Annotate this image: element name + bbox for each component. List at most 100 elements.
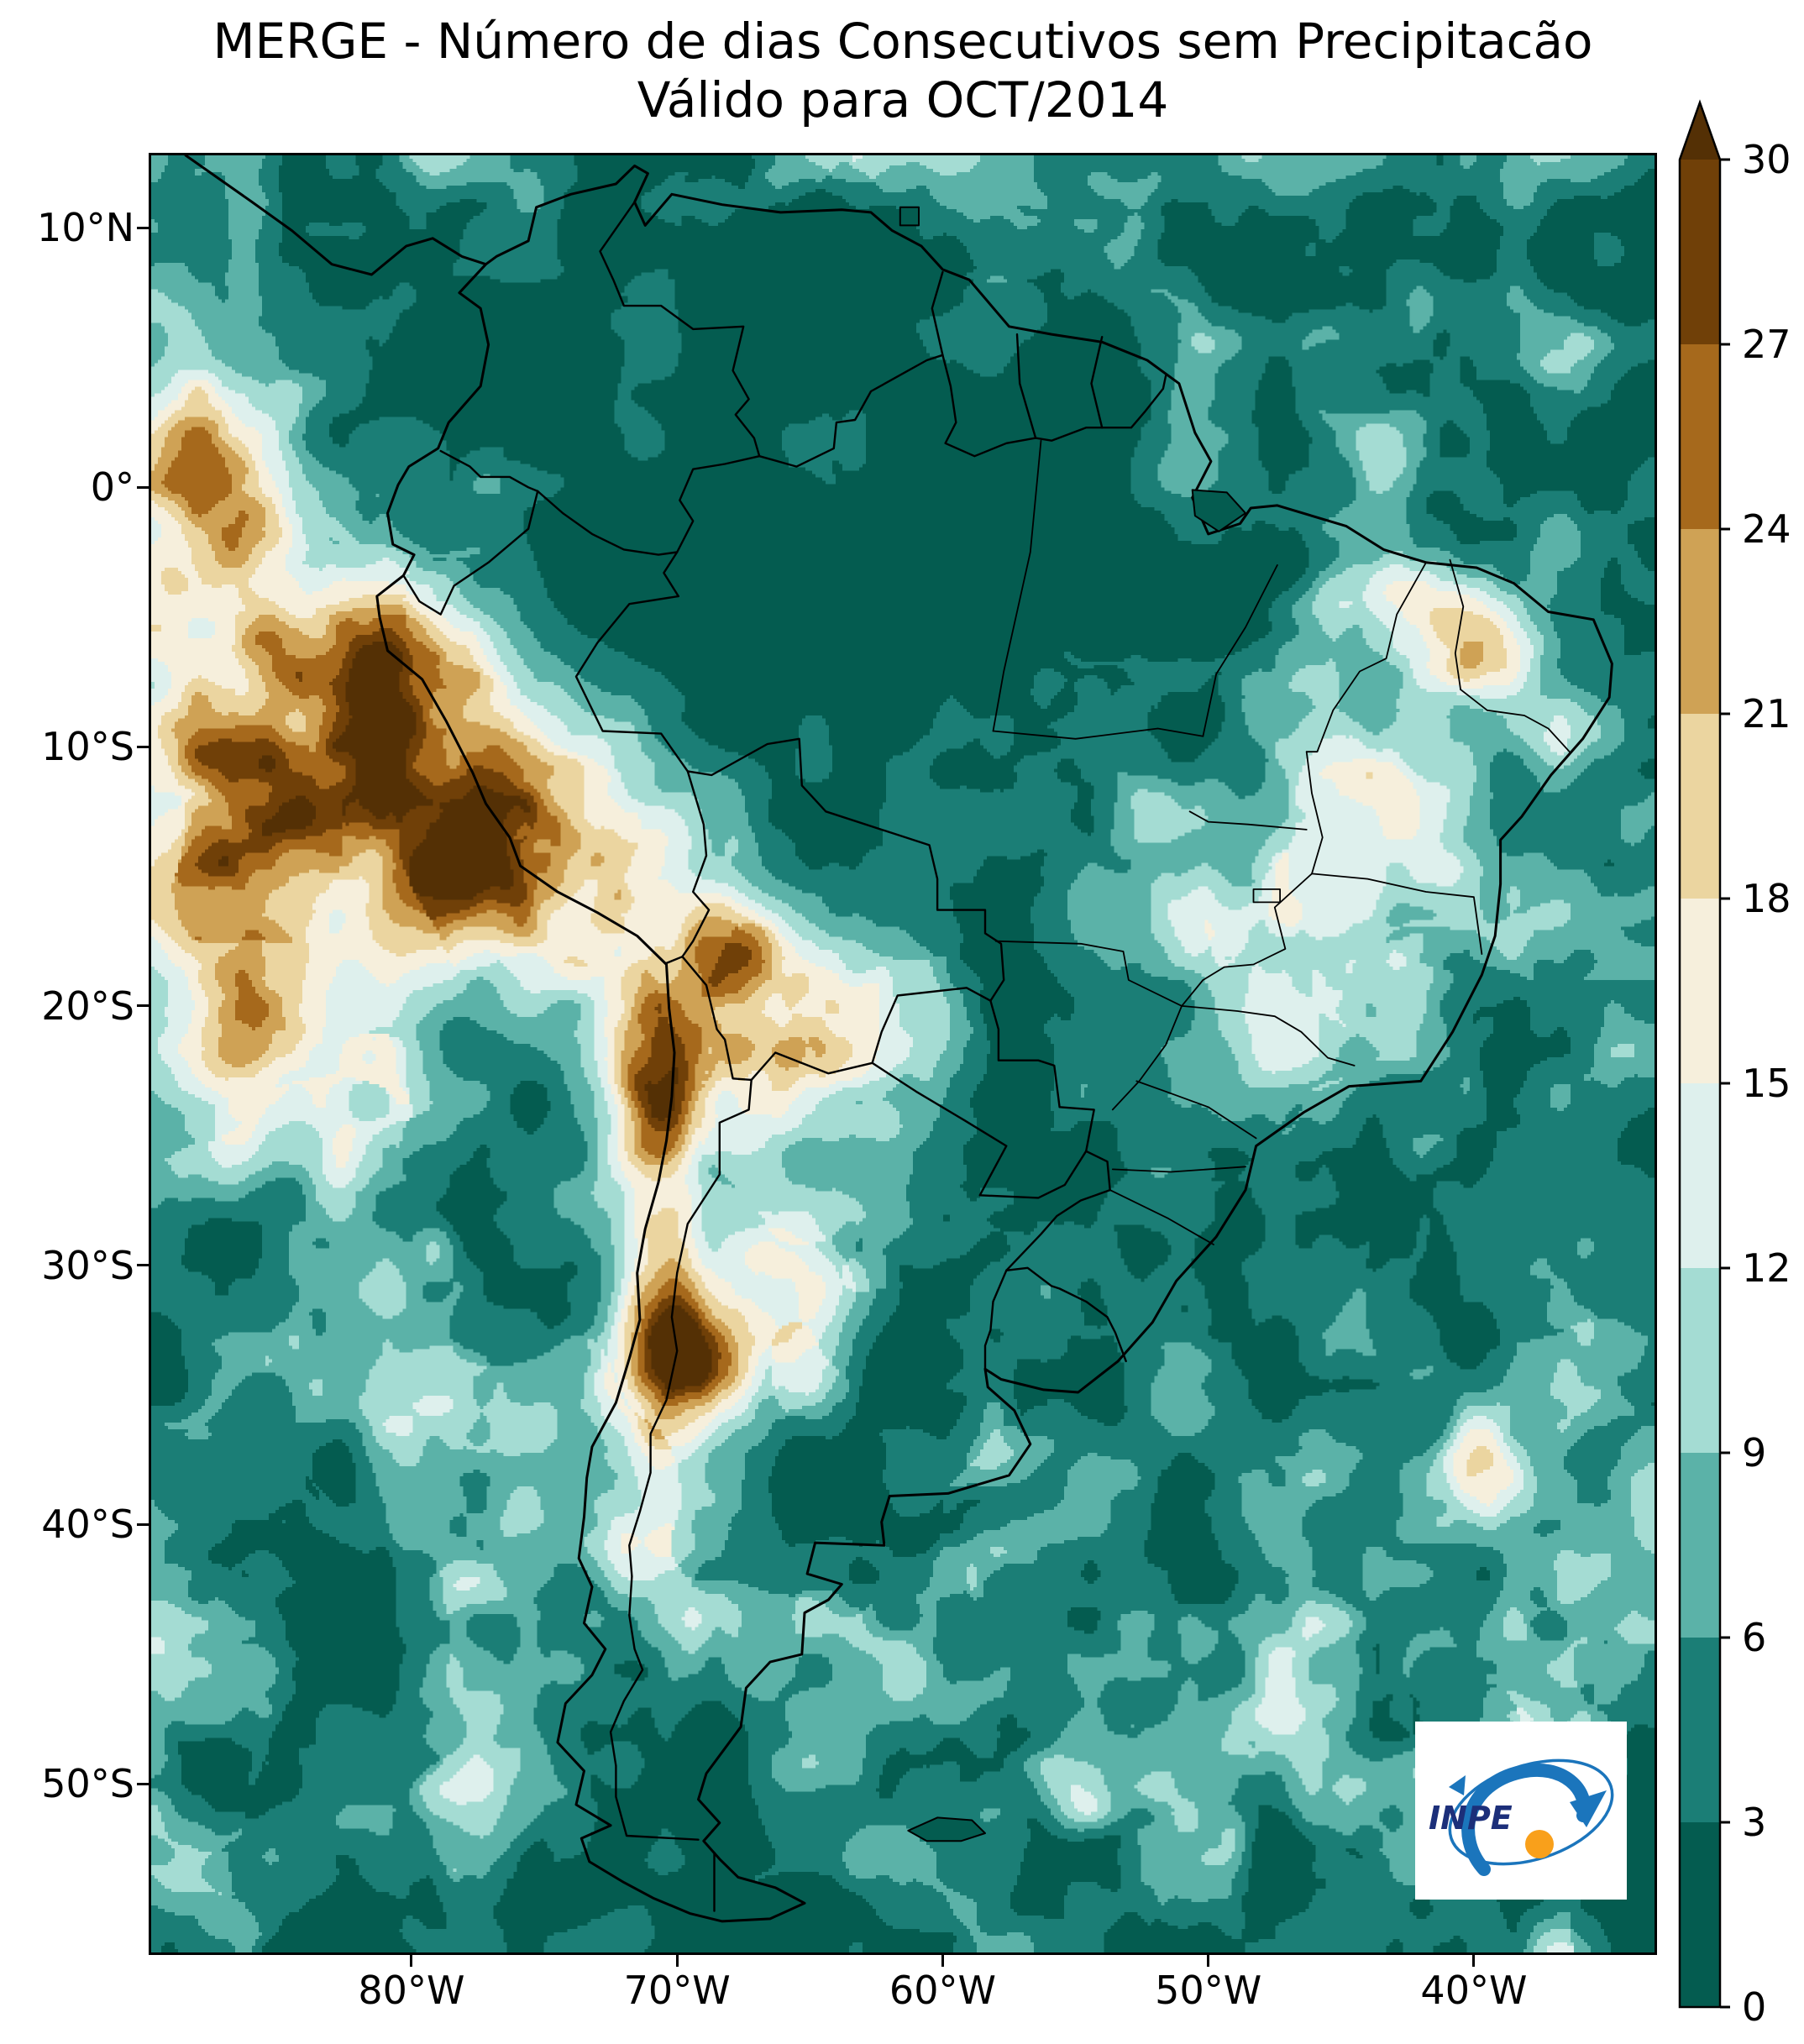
colorbar-tick-label: 30 xyxy=(1742,137,1791,182)
lat-tick-label: 50°S xyxy=(41,1761,134,1807)
lat-tick-mark xyxy=(137,226,149,229)
colorbar-tick-label: 24 xyxy=(1742,506,1791,552)
colorbar-segment xyxy=(1680,714,1720,899)
island-outline xyxy=(907,1816,986,1842)
country-border xyxy=(665,956,684,965)
colorbar-tick-label: 15 xyxy=(1742,1061,1791,1106)
country-border xyxy=(1090,336,1104,429)
lat-tick-label: 20°S xyxy=(41,983,134,1029)
inpe-swoosh-arrowhead xyxy=(1570,1790,1607,1827)
colorbar-segment xyxy=(1680,1822,1720,2007)
country-border xyxy=(599,201,761,458)
country-border xyxy=(681,770,711,958)
inpe-swoosh xyxy=(1461,1763,1592,1876)
island-outline xyxy=(1191,489,1246,532)
colorbar-tick-label: 21 xyxy=(1742,691,1791,736)
lon-tick-mark xyxy=(941,1955,944,1967)
country-border xyxy=(758,354,944,468)
lat-tick-mark xyxy=(137,745,149,748)
coastline-central-america xyxy=(184,155,487,276)
lat-tick-label: 40°S xyxy=(41,1502,134,1548)
colorbar-tick-label: 0 xyxy=(1742,1984,1767,2030)
colorbar-tick-label: 3 xyxy=(1742,1800,1767,1845)
inpe-orbit-arrowhead xyxy=(1449,1775,1466,1795)
country-border xyxy=(609,1078,753,1841)
state-border xyxy=(992,727,1204,740)
colorbar-tick-label: 27 xyxy=(1742,322,1791,367)
country-border xyxy=(931,270,944,356)
state-border xyxy=(1135,1080,1257,1140)
lat-tick-mark xyxy=(137,485,149,489)
colorbar-tick-label: 12 xyxy=(1742,1245,1791,1291)
colorbar-segment xyxy=(1680,1083,1720,1268)
colorbar-segment xyxy=(1680,529,1720,714)
lon-tick-label: 70°W xyxy=(623,1968,731,2013)
lat-tick-label: 10°N xyxy=(37,205,134,251)
country-border xyxy=(871,987,992,1064)
colorbar-segment xyxy=(1680,1453,1720,1638)
lat-tick-mark xyxy=(137,1004,149,1008)
country-border xyxy=(941,354,1037,458)
country-border xyxy=(402,490,539,616)
state-border xyxy=(1252,888,1281,904)
colorbar-segment xyxy=(1680,1638,1720,1822)
island-outline xyxy=(899,206,920,227)
map-borders xyxy=(184,155,1613,1923)
state-border xyxy=(1181,873,1313,1007)
state-border xyxy=(1109,1189,1214,1245)
country-border xyxy=(983,1269,1008,1371)
country-border xyxy=(1101,375,1167,429)
lon-tick-mark xyxy=(675,1955,679,1967)
country-border xyxy=(537,490,679,556)
state-border xyxy=(1181,1005,1356,1067)
country-border xyxy=(681,956,753,1082)
lon-tick-label: 50°W xyxy=(1155,1968,1262,2013)
state-border xyxy=(1311,873,1483,955)
lat-tick-mark xyxy=(137,1523,149,1526)
country-border xyxy=(1034,427,1104,442)
colorbar-tick-label: 9 xyxy=(1742,1430,1767,1475)
country-border xyxy=(871,1061,1088,1199)
state-border xyxy=(1460,689,1571,753)
lon-tick-mark xyxy=(410,1955,413,1967)
inpe-orange-sphere xyxy=(1525,1830,1554,1858)
state-border xyxy=(992,439,1042,732)
colorbar-segment xyxy=(1680,899,1720,1083)
lon-tick-label: 40°W xyxy=(1420,1968,1528,2013)
lon-tick-mark xyxy=(1207,1955,1210,1967)
dry-days-raster xyxy=(151,155,1655,1952)
lon-tick-label: 80°W xyxy=(358,1968,465,2013)
country-border xyxy=(750,1051,873,1082)
country-border xyxy=(686,737,1005,1002)
inpe-logo-text: INPE xyxy=(1429,1800,1513,1837)
state-border xyxy=(1111,1166,1246,1173)
state-border xyxy=(1111,1005,1183,1111)
inpe-logo: INPE xyxy=(1415,1722,1627,1900)
country-border xyxy=(1005,1150,1111,1271)
state-border xyxy=(1305,561,1427,753)
lat-tick-label: 30°S xyxy=(41,1242,134,1288)
colorbar xyxy=(1678,99,1730,2009)
lat-tick-label: 0° xyxy=(90,464,134,511)
state-border xyxy=(1202,564,1278,737)
colorbar-segment xyxy=(1680,160,1720,344)
country-border xyxy=(439,449,539,493)
country-border xyxy=(1015,333,1037,439)
state-border xyxy=(994,940,1183,1007)
lon-tick-mark xyxy=(1472,1955,1476,1967)
colorbar-tick-label: 18 xyxy=(1742,876,1791,921)
colorbar-segment xyxy=(1680,1268,1720,1453)
figure-title-line2: Válido para OCT/2014 xyxy=(637,71,1169,128)
country-border xyxy=(574,595,689,773)
state-border xyxy=(1188,810,1308,831)
colorbar-tick-label: 6 xyxy=(1742,1615,1767,1660)
lat-tick-label: 10°S xyxy=(41,724,134,770)
country-border xyxy=(1005,1266,1127,1363)
country-border xyxy=(663,455,761,598)
state-border xyxy=(1449,558,1465,690)
lat-tick-mark xyxy=(137,1782,149,1785)
colorbar-outline xyxy=(1678,99,1722,2009)
colorbar-over-arrow xyxy=(1680,102,1720,160)
map-panel: INPE xyxy=(149,153,1657,1955)
